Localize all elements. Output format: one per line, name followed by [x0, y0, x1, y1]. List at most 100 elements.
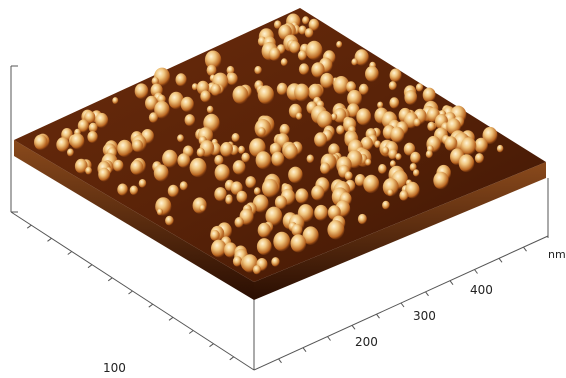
- surface-grain: [474, 137, 488, 154]
- axis-tick: [278, 358, 282, 364]
- surface-grain: [290, 234, 307, 253]
- axis-tick: [376, 313, 380, 319]
- surface-grain: [388, 81, 397, 91]
- surface-grain: [151, 77, 159, 86]
- surface-grain: [357, 213, 367, 225]
- surface-grain: [346, 81, 357, 93]
- surface-grain: [226, 72, 238, 86]
- surface-grain: [254, 66, 262, 75]
- surface-grain: [129, 185, 139, 196]
- surface-grain: [311, 185, 325, 201]
- axis-tick: [400, 302, 405, 308]
- surface-grain: [179, 181, 188, 191]
- surface-grain: [273, 231, 291, 252]
- surface-grain: [389, 160, 396, 168]
- surface-grain: [165, 215, 174, 226]
- surface-grains: [34, 13, 504, 275]
- axis-tick: [523, 246, 527, 252]
- axis-tick: [449, 280, 454, 285]
- surface-grain: [206, 105, 214, 114]
- surface-grain: [304, 28, 314, 38]
- surface-grain: [214, 187, 227, 202]
- surface-grain: [422, 87, 436, 103]
- surface-grain: [336, 125, 345, 135]
- surface-grain: [365, 158, 372, 166]
- surface-grain: [70, 133, 85, 150]
- surface-grain: [261, 178, 279, 198]
- surface-grain: [327, 220, 345, 240]
- surface-grain: [252, 265, 262, 275]
- surface-front-right-side: [254, 162, 546, 300]
- surface-grain: [67, 148, 74, 157]
- surface-grain: [231, 133, 240, 143]
- surface-grain: [382, 146, 389, 155]
- surface-grain: [200, 90, 211, 103]
- surface-grain: [191, 83, 199, 91]
- surface-grain: [365, 66, 379, 82]
- surface-grain: [157, 208, 163, 216]
- surface-grain: [390, 126, 405, 143]
- surface-grain: [496, 144, 504, 153]
- surface-grain: [189, 157, 207, 178]
- axis-unit-label: nm: [548, 248, 566, 261]
- axis-frame: [10, 65, 549, 371]
- axis-tick: [229, 356, 235, 361]
- surface-grain: [346, 103, 360, 118]
- surface-grain: [95, 112, 109, 128]
- surface-front-left-side: [14, 140, 254, 300]
- surface-grain: [274, 195, 288, 210]
- surface-grain: [298, 63, 310, 75]
- surface-grain: [279, 123, 290, 136]
- surface-grain: [458, 154, 475, 173]
- surface-grain: [167, 184, 179, 198]
- surface-grain: [214, 155, 224, 166]
- axis-tick: [47, 237, 52, 242]
- axis-tick: [474, 269, 478, 274]
- axis-tick: [128, 290, 133, 295]
- surface-grain: [220, 142, 234, 157]
- surface-grain: [210, 229, 220, 241]
- surface-grain: [87, 131, 98, 143]
- surface-grain: [347, 89, 362, 107]
- x-tick-label-400: 400: [470, 283, 493, 297]
- x-tick-label-100: 100: [103, 361, 126, 375]
- surface-grain: [256, 238, 272, 256]
- x-axis-tick-labels: 100 200 300 400: [103, 283, 493, 375]
- surface-grain: [399, 190, 409, 201]
- surface-grain: [294, 83, 310, 102]
- surface-grain: [378, 164, 387, 174]
- surface-grain: [257, 85, 275, 105]
- surface-grain: [382, 200, 390, 210]
- surface-grain: [283, 143, 298, 160]
- surface-grain: [413, 169, 420, 177]
- axis-tick: [188, 330, 194, 334]
- surface-grain: [382, 178, 399, 197]
- surface-grain: [444, 136, 458, 152]
- right-axis-ticks: [278, 246, 527, 364]
- surface-grain: [403, 142, 416, 156]
- left-axis-ticks: [26, 224, 235, 361]
- surface-grain: [474, 153, 484, 164]
- surface-grain: [196, 147, 205, 158]
- surface-grain: [354, 174, 366, 187]
- surface-grain: [245, 176, 256, 189]
- surface-grain: [236, 190, 248, 204]
- surface-grain: [410, 151, 421, 164]
- surface-grain: [377, 101, 384, 109]
- surface-grain: [232, 256, 243, 267]
- surface-grain: [302, 226, 319, 245]
- surface-grain: [206, 64, 217, 77]
- surface-grain: [295, 112, 303, 121]
- surface-grain: [257, 127, 266, 137]
- surface-grain: [271, 257, 280, 267]
- surface-grain: [404, 90, 418, 105]
- surface-grain: [117, 183, 128, 196]
- surface-grain: [425, 150, 433, 159]
- surface-grain: [311, 62, 325, 78]
- axis-tick: [87, 264, 93, 269]
- surface-grain: [356, 108, 372, 126]
- surface-grain: [295, 188, 309, 204]
- surface-grain: [177, 134, 184, 143]
- surface-grain: [241, 152, 250, 163]
